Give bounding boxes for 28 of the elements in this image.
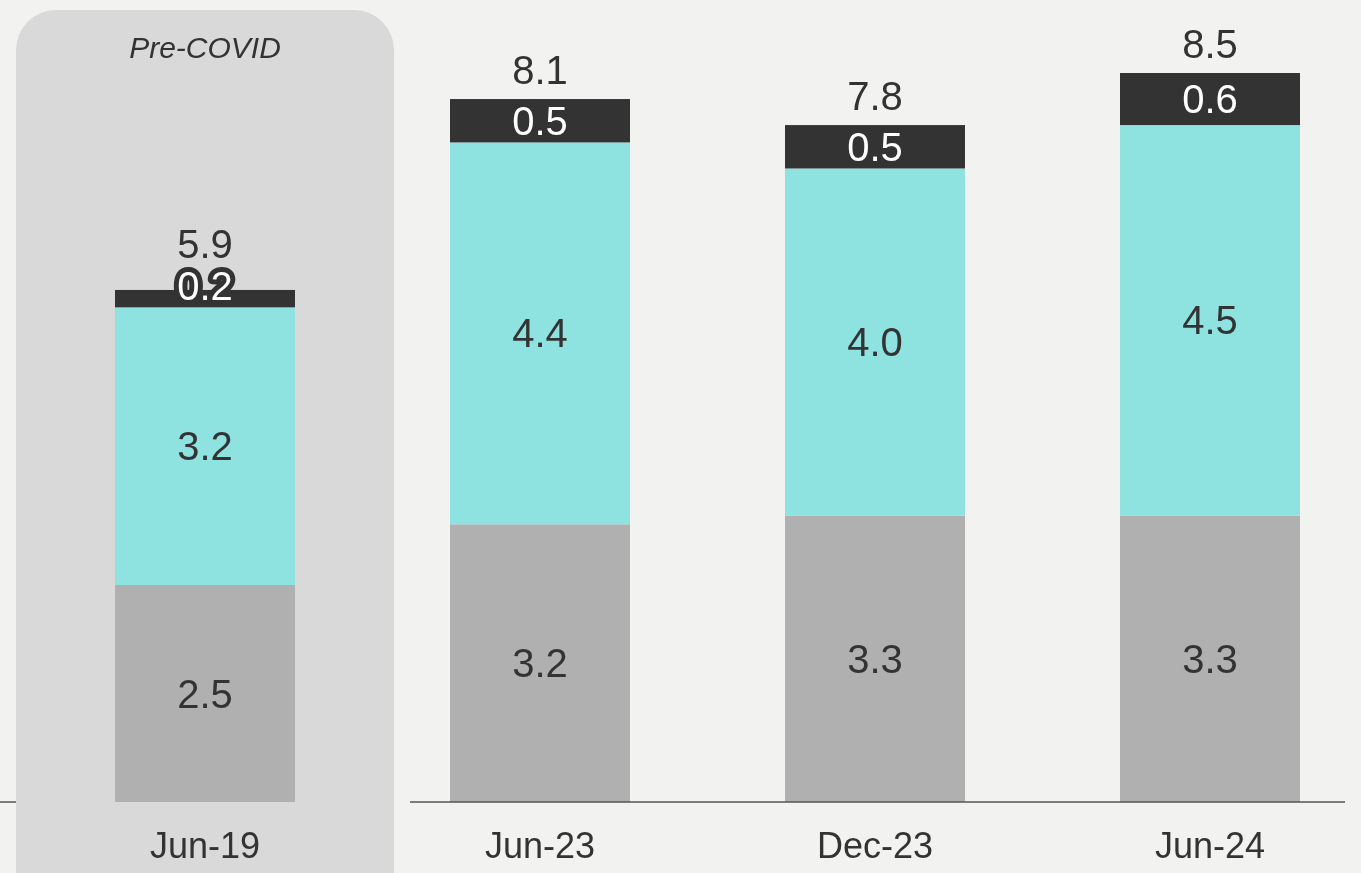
bar (450, 524, 630, 802)
data-label: 3.3 (847, 636, 903, 681)
total-label: 8.1 (512, 48, 568, 93)
band-label: Pre-COVID (129, 31, 281, 64)
data-label: 4.5 (1182, 298, 1238, 343)
x-tick-label: Jun-19 (149, 825, 261, 866)
x-tick-label: Dec-23 (816, 825, 934, 866)
data-label: 0.5 (847, 124, 903, 169)
data-label: 4.0 (847, 320, 903, 365)
data-label: 3.3 (1182, 636, 1238, 681)
bar (1120, 125, 1300, 516)
bar (785, 515, 965, 802)
total-label: 7.8 (847, 74, 903, 119)
bar (115, 307, 295, 586)
x-tick-label: Jun-24 (1154, 825, 1266, 866)
bar (450, 142, 630, 525)
total-label: 5.9 (177, 222, 233, 267)
data-label: 3.2 (177, 424, 233, 469)
data-label: 0.5 (512, 98, 568, 143)
data-label: 0.6 (1182, 77, 1238, 122)
data-label: 3.2 (512, 641, 568, 686)
data-label: 4.4 (512, 311, 568, 356)
bar (785, 168, 965, 516)
total-label: 8.5 (1182, 22, 1238, 66)
bar (115, 585, 295, 802)
x-tick-label: Jun-23 (484, 825, 596, 866)
data-label: 2.5 (177, 671, 233, 716)
bar (1120, 515, 1300, 802)
